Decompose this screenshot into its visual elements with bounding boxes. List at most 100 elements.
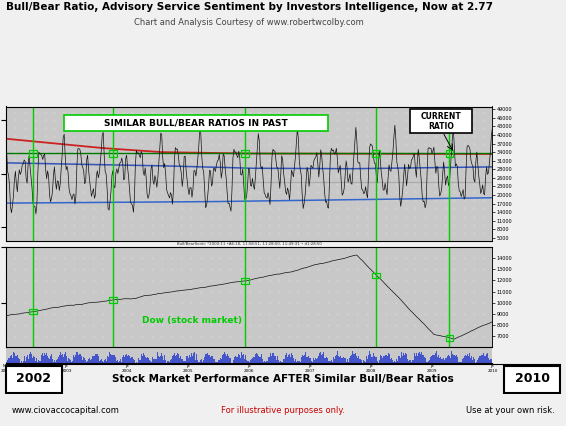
Bar [64,354,65,363]
Bar [243,354,244,363]
Bar [139,360,140,363]
Bar [290,357,291,363]
Bar [97,354,98,363]
Bar [392,360,393,363]
Bar [117,360,118,363]
Bar [355,353,357,363]
Bar [325,358,326,363]
Bar [181,359,182,363]
Bar [387,356,388,363]
Bar [36,358,37,363]
Text: Dow (stock market): Dow (stock market) [142,316,242,325]
Bar [122,357,123,363]
Bar [294,361,295,363]
Bar [208,355,209,363]
Bar [244,359,245,363]
Bar [16,356,17,363]
Bar [408,361,409,363]
Bar [440,357,441,363]
Bar [471,356,473,363]
Bar [417,356,418,363]
Bar [45,354,46,363]
Bar [202,362,203,363]
Bar [477,360,478,363]
Bar [289,354,290,363]
Bar [35,357,36,363]
Bar [130,358,131,363]
Bar [172,356,173,363]
Bar [414,353,415,363]
Bar [299,361,300,363]
Bar [199,362,200,363]
Bar [438,355,439,363]
Bar [310,354,311,363]
Bar [185,362,186,363]
Bar [286,353,287,363]
Bar [287,357,288,363]
Bar [248,361,249,363]
Text: Use at your own risk.: Use at your own risk. [466,406,555,414]
Bar [384,356,385,363]
Bar [336,355,337,363]
Bar [126,354,127,363]
Bar [436,351,438,363]
Bar [21,361,22,363]
Bar [174,353,175,363]
Bar [233,360,234,363]
Bar [363,360,364,363]
Bar [268,357,269,363]
Bar [47,356,48,363]
Bar [379,360,380,363]
Bar [6,362,7,363]
Bar [484,356,485,363]
Bar [68,359,70,363]
Bar [278,360,279,363]
Bar [256,352,257,363]
Bar [332,362,333,363]
Bar [195,360,196,363]
Bar [127,356,128,363]
Bar [468,357,469,363]
Bar [61,355,62,363]
Bar [267,361,268,363]
Bar [65,352,66,363]
Bar [275,356,276,363]
Bar [422,355,423,363]
Bar [366,356,367,363]
Bar [247,361,248,363]
Bar [132,357,133,363]
Bar [162,357,163,363]
Bar [372,150,380,157]
Bar [79,354,80,363]
Bar [57,359,58,363]
Bar [41,354,42,363]
Bar [19,359,20,363]
Bar [74,355,75,363]
Bar [304,355,305,363]
Bar [54,360,55,363]
Bar [411,362,412,363]
Bar [341,358,342,363]
Bar [288,355,289,363]
Bar [311,361,312,363]
Bar [70,360,71,363]
Text: 2002: 2002 [16,372,52,385]
Text: www.ciovaccocapital.com: www.ciovaccocapital.com [11,406,119,414]
Bar [269,354,271,363]
Bar [308,358,310,363]
Bar [249,362,250,363]
Bar [413,360,414,363]
Bar [239,355,240,363]
Bar [59,355,60,363]
Bar [5,360,6,363]
Bar [322,354,323,363]
Bar [254,357,255,363]
Bar [8,357,9,363]
Bar [182,359,183,363]
Bar [381,357,383,363]
Bar [87,361,88,363]
Bar [43,356,44,363]
Bar [109,150,117,157]
Bar [301,357,302,363]
Bar [167,361,168,363]
